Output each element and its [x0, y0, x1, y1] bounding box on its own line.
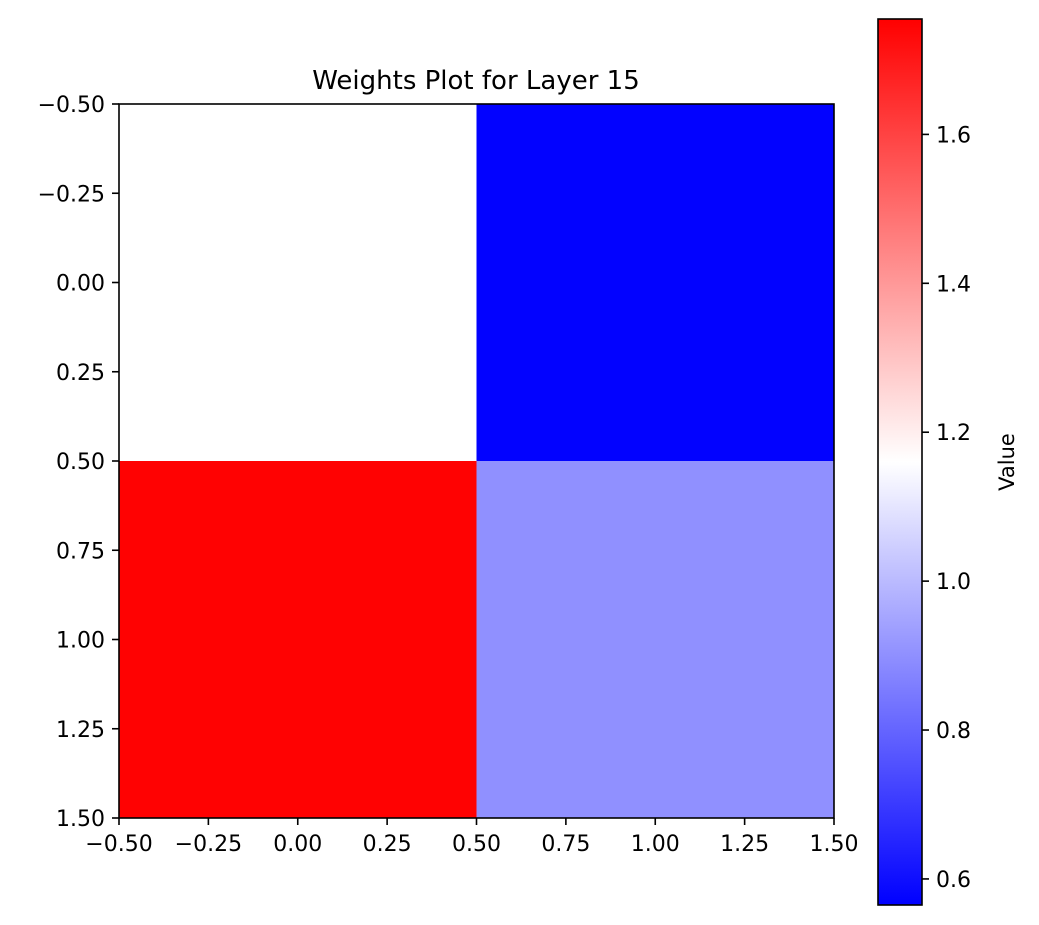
heatmap-cell-0-1 [476, 104, 834, 461]
heatmap-cells [119, 104, 834, 818]
x-tick-label: 0.50 [452, 832, 501, 857]
colorbar-tick-label: 0.6 [936, 868, 971, 893]
y-tick-label: 1.00 [56, 629, 105, 654]
y-tick-label: 0.50 [56, 450, 105, 475]
x-tick-label: 0.25 [363, 832, 412, 857]
y-tick-label: 0.00 [56, 272, 105, 297]
y-tick-label: 1.25 [56, 718, 105, 743]
colorbar-tick-label: 0.8 [936, 719, 971, 744]
x-tick-label: 1.50 [810, 832, 859, 857]
chart-title: Weights Plot for Layer 15 [312, 66, 640, 96]
y-tick-label: −0.50 [38, 93, 105, 118]
x-tick-label: 0.00 [273, 832, 322, 857]
colorbar-tick-label: 1.6 [936, 123, 971, 148]
x-axis: −0.50 −0.25 0.00 0.25 0.50 0.75 1.00 1.25 1.50 [85, 818, 858, 857]
colorbar-tick-label: 1.0 [936, 570, 971, 595]
y-tick-label: 1.50 [56, 807, 105, 832]
y-tick-label: 0.25 [56, 361, 105, 386]
colorbar-tick-label: 1.2 [936, 421, 971, 446]
x-tick-label: 1.00 [631, 832, 680, 857]
colorbar [877, 18, 923, 906]
heatmap-cell-1-0 [119, 461, 477, 818]
heatmap-cell-0-0 [119, 104, 477, 461]
x-tick-label: −0.25 [175, 832, 242, 857]
colorbar-tick-label: 1.4 [936, 272, 971, 297]
x-tick-label: 0.75 [541, 832, 590, 857]
y-tick-label: 0.75 [56, 539, 105, 564]
heatmap-cell-1-1 [476, 461, 834, 818]
colorbar-label: Value [995, 433, 1019, 491]
y-tick-label: −0.25 [38, 182, 105, 207]
y-axis: −0.50 −0.25 0.00 0.25 0.50 0.75 1.00 1.25 1.50 [38, 93, 119, 832]
x-tick-label: 1.25 [720, 832, 769, 857]
x-tick-label: −0.50 [85, 832, 152, 857]
colorbar-axis: 0.6 0.8 1.0 1.2 1.4 1.6 [922, 123, 971, 893]
